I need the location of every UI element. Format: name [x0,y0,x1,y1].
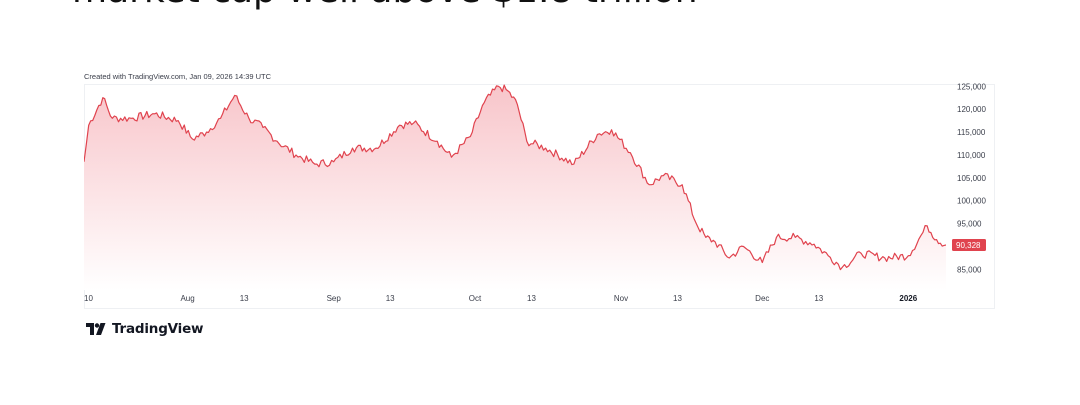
x-tick-label: 13 [673,294,682,303]
x-tick-label: Sep [327,294,342,303]
x-tick-label: 10 [84,294,93,303]
x-tick-label: 13 [527,294,536,303]
tradingview-logo-icon [86,322,106,335]
y-tick-label: 100,000 [957,197,986,206]
x-tick-label: Dec [755,294,769,303]
price-area-fill [84,85,946,290]
y-axis: 125,000 120,000 115,000 110,000 105,000 100,0… [957,82,986,274]
last-price-badge [952,239,986,251]
tradingview-brand[interactable]: TradingView [86,321,204,337]
y-tick-label: 110,000 [957,151,986,160]
article-headline: market cap well above $1.8 trillion [72,0,698,11]
x-tick-label: 13 [240,294,249,303]
x-tick-label: 13 [386,294,395,303]
last-price-label: 90,328 [956,241,981,250]
x-tick-label: Nov [614,294,628,303]
y-tick-label: 115,000 [957,128,986,137]
last-price-marker: 90,328 [952,239,986,251]
chart-created-with-text: Created with TradingView.com, Jan 09, 20… [84,72,272,81]
y-tick-label: 120,000 [957,105,986,114]
x-axis: 10 Aug 13 Sep 13 Oct 13 Nov 13 Dec 13 2026 [84,294,918,303]
y-tick-label: 95,000 [957,220,982,229]
x-tick-label: Aug [180,294,194,303]
y-tick-label: 125,000 [957,82,986,91]
x-tick-label: Oct [469,294,482,303]
tradingview-wordmark: TradingView [112,321,204,337]
x-tick-label: 13 [814,294,823,303]
y-tick-label: 85,000 [957,265,982,274]
x-tick-label: 2026 [899,294,917,303]
y-tick-label: 105,000 [957,174,986,183]
price-line [84,84,946,271]
